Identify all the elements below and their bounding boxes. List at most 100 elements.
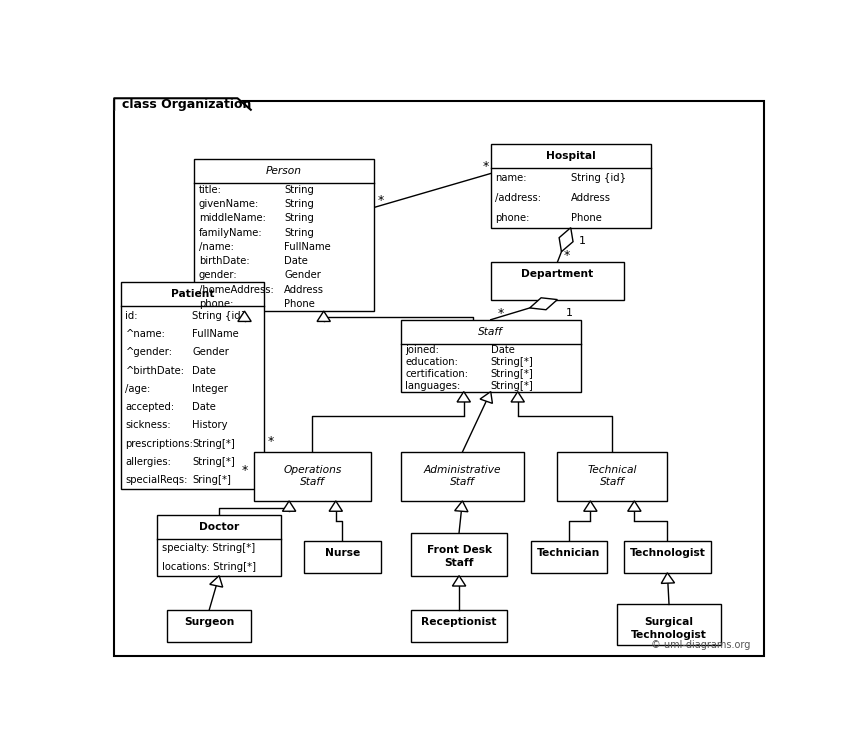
Text: FullName: FullName [193, 329, 239, 339]
Text: Operations
Staff: Operations Staff [283, 465, 341, 487]
Text: id:: id: [126, 311, 138, 320]
Text: Staff: Staff [478, 326, 503, 337]
Polygon shape [584, 501, 597, 511]
Text: Person: Person [266, 166, 302, 176]
Text: /homeAddress:: /homeAddress: [199, 285, 273, 295]
Bar [304, 541, 381, 573]
Text: String {id}: String {id} [193, 311, 248, 320]
Text: Phone: Phone [571, 213, 602, 223]
Text: Address: Address [571, 193, 611, 203]
Text: String[*]: String[*] [491, 369, 533, 379]
Text: Technician: Technician [538, 548, 601, 558]
Text: gender:: gender: [199, 270, 237, 280]
Text: sickness:: sickness: [126, 421, 171, 430]
Bar [401, 320, 580, 391]
Text: *: * [243, 464, 249, 477]
Text: name:: name: [495, 173, 527, 183]
Text: 1: 1 [579, 236, 586, 246]
Text: Nurse: Nurse [325, 548, 360, 558]
Text: phone:: phone: [495, 213, 530, 223]
Polygon shape [559, 228, 573, 252]
Text: Receptionist: Receptionist [421, 617, 497, 627]
Text: String: String [284, 185, 314, 195]
Polygon shape [455, 501, 468, 512]
Polygon shape [210, 576, 223, 587]
Text: 1: 1 [565, 308, 573, 317]
Text: Integer: Integer [193, 384, 229, 394]
Text: middleName:: middleName: [199, 214, 266, 223]
Bar [617, 604, 721, 645]
Bar [120, 282, 264, 489]
Text: © uml-diagrams.org: © uml-diagrams.org [651, 640, 751, 651]
Text: Technical
Staff: Technical Staff [587, 465, 637, 487]
Text: Gender: Gender [284, 270, 321, 280]
Text: specialReqs:: specialReqs: [126, 475, 187, 486]
Bar [401, 452, 524, 501]
Text: Gender: Gender [193, 347, 230, 357]
Polygon shape [661, 573, 674, 583]
Text: String: String [284, 228, 314, 238]
Text: allergies:: allergies: [126, 457, 171, 467]
Text: *: * [378, 194, 384, 207]
Text: String: String [284, 199, 314, 209]
Bar [255, 452, 371, 501]
Text: String[*]: String[*] [193, 438, 236, 449]
Text: locations: String[*]: locations: String[*] [163, 562, 256, 571]
Polygon shape [530, 298, 557, 310]
Text: languages:: languages: [405, 381, 461, 391]
Text: class Organization: class Organization [122, 98, 251, 111]
Text: Hospital: Hospital [546, 152, 596, 161]
Text: Department: Department [521, 269, 593, 279]
Text: *: * [497, 307, 504, 320]
Text: certification:: certification: [405, 369, 469, 379]
Text: accepted:: accepted: [126, 402, 175, 412]
Text: Sring[*]: Sring[*] [193, 475, 231, 486]
Bar [194, 158, 374, 311]
Text: ^gender:: ^gender: [126, 347, 173, 357]
Text: birthDate:: birthDate: [199, 256, 249, 266]
Text: String {id}: String {id} [571, 173, 626, 183]
Text: String[*]: String[*] [491, 381, 533, 391]
Text: Technologist: Technologist [630, 548, 705, 558]
Text: /age:: /age: [126, 384, 150, 394]
Text: Date: Date [193, 402, 217, 412]
Text: Date: Date [193, 365, 217, 376]
Text: FullName: FullName [284, 242, 331, 252]
Text: Administrative
Staff: Administrative Staff [424, 465, 501, 487]
Text: prescriptions:: prescriptions: [126, 438, 194, 449]
Text: Surgical
Technologist: Surgical Technologist [631, 617, 707, 639]
Text: *: * [482, 160, 489, 173]
Text: Address: Address [284, 285, 324, 295]
Text: *: * [267, 435, 273, 448]
Text: familyName:: familyName: [199, 228, 262, 238]
Bar [411, 533, 507, 576]
Text: Phone: Phone [284, 299, 315, 309]
Text: Doctor: Doctor [199, 522, 239, 533]
Text: specialty: String[*]: specialty: String[*] [163, 544, 255, 554]
Bar [531, 541, 607, 573]
Text: phone:: phone: [199, 299, 233, 309]
Text: givenName:: givenName: [199, 199, 259, 209]
Bar [624, 541, 710, 573]
Polygon shape [238, 311, 251, 321]
Polygon shape [282, 501, 296, 511]
Text: *: * [564, 249, 570, 262]
Text: ^name:: ^name: [126, 329, 165, 339]
Text: String[*]: String[*] [491, 357, 533, 367]
Text: Surgeon: Surgeon [184, 617, 234, 627]
Bar [557, 452, 667, 501]
Polygon shape [480, 391, 493, 403]
Text: History: History [193, 421, 228, 430]
Polygon shape [457, 391, 470, 402]
Polygon shape [317, 311, 330, 321]
Text: Date: Date [491, 345, 514, 355]
Text: String[*]: String[*] [193, 457, 236, 467]
Bar [157, 515, 280, 576]
Text: joined:: joined: [405, 345, 439, 355]
Polygon shape [511, 391, 525, 402]
Bar [491, 144, 651, 228]
Text: education:: education: [405, 357, 458, 367]
Polygon shape [452, 576, 466, 586]
Text: title:: title: [199, 185, 222, 195]
Text: Front Desk
Staff: Front Desk Staff [427, 545, 492, 568]
